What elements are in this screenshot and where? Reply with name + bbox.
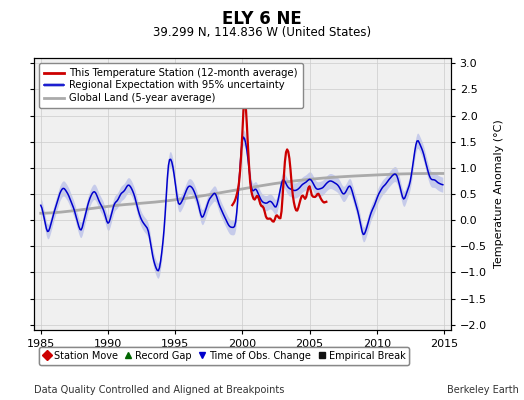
Legend: Station Move, Record Gap, Time of Obs. Change, Empirical Break: Station Move, Record Gap, Time of Obs. C… bbox=[39, 347, 409, 364]
Text: ELY 6 NE: ELY 6 NE bbox=[222, 10, 302, 28]
Text: 39.299 N, 114.836 W (United States): 39.299 N, 114.836 W (United States) bbox=[153, 26, 371, 39]
Y-axis label: Temperature Anomaly (°C): Temperature Anomaly (°C) bbox=[494, 120, 504, 268]
Text: Berkeley Earth: Berkeley Earth bbox=[447, 385, 519, 395]
Text: Data Quality Controlled and Aligned at Breakpoints: Data Quality Controlled and Aligned at B… bbox=[34, 385, 285, 395]
